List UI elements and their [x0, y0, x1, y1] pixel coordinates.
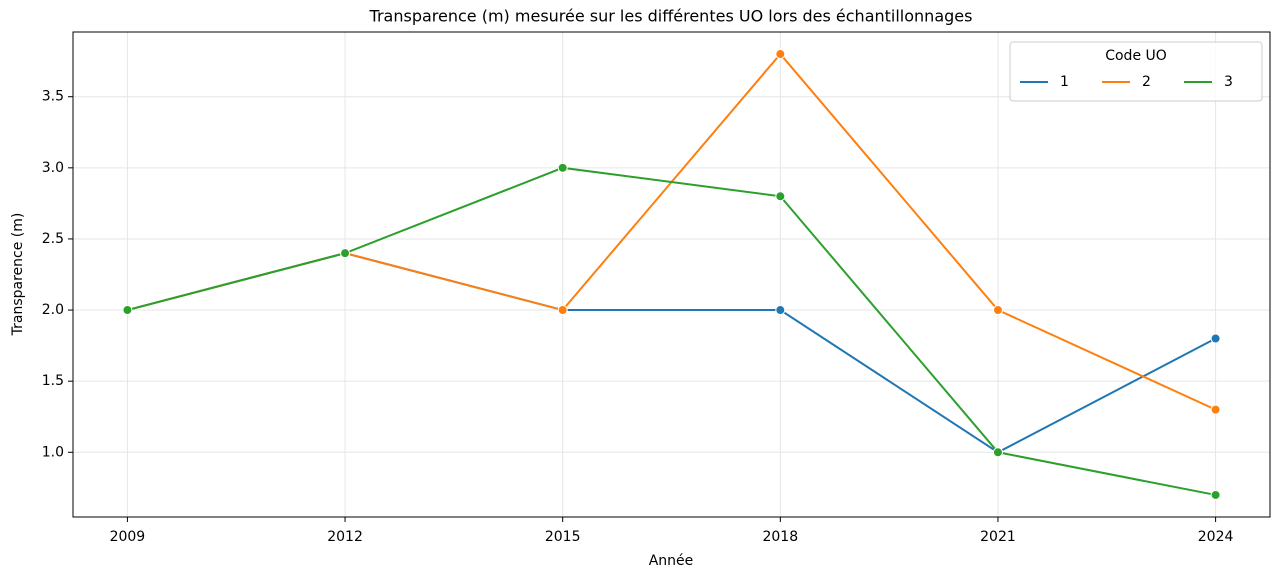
y-tick-label: 2.5	[42, 231, 64, 247]
point	[1210, 333, 1221, 344]
x-tick-label: 2024	[1198, 529, 1234, 545]
y-tick-label: 1.5	[42, 373, 64, 389]
series-line	[127, 166, 1216, 496]
y-tick-label: 3.5	[42, 89, 64, 105]
plot-frame	[72, 31, 1271, 518]
point	[775, 305, 786, 316]
y-tick-label: 1.0	[42, 444, 64, 460]
point	[557, 162, 568, 173]
x-axis-label: Année	[649, 553, 694, 569]
legend-box	[1009, 41, 1263, 102]
point	[122, 305, 133, 316]
point	[775, 191, 786, 202]
x-tick-label: 2012	[327, 529, 363, 545]
legend-label: 2	[1142, 74, 1151, 90]
x-tick-label: 2018	[762, 529, 798, 545]
point	[775, 49, 786, 60]
x-tick-label: 2021	[980, 529, 1016, 545]
y-tick-label: 2.0	[42, 302, 64, 318]
point	[992, 447, 1003, 458]
series-line	[127, 252, 1217, 454]
point	[1210, 404, 1221, 415]
y-tick-label: 3.0	[42, 160, 64, 176]
series-line	[127, 52, 1217, 411]
point	[1210, 489, 1221, 500]
point	[340, 248, 351, 259]
y-axis-label: Transparence (m)	[10, 213, 26, 337]
point	[992, 305, 1003, 316]
x-tick-label: 2015	[545, 529, 581, 545]
legend-label: 3	[1224, 74, 1233, 90]
legend: Code UO 1 2 3	[1009, 41, 1263, 102]
legend-label: 1	[1060, 74, 1069, 90]
x-tick-label: 2009	[110, 529, 146, 545]
legend-title: Code UO	[1105, 48, 1167, 64]
chart-title: Transparence (m) mesurée sur les différe…	[369, 7, 973, 26]
point	[557, 305, 568, 316]
